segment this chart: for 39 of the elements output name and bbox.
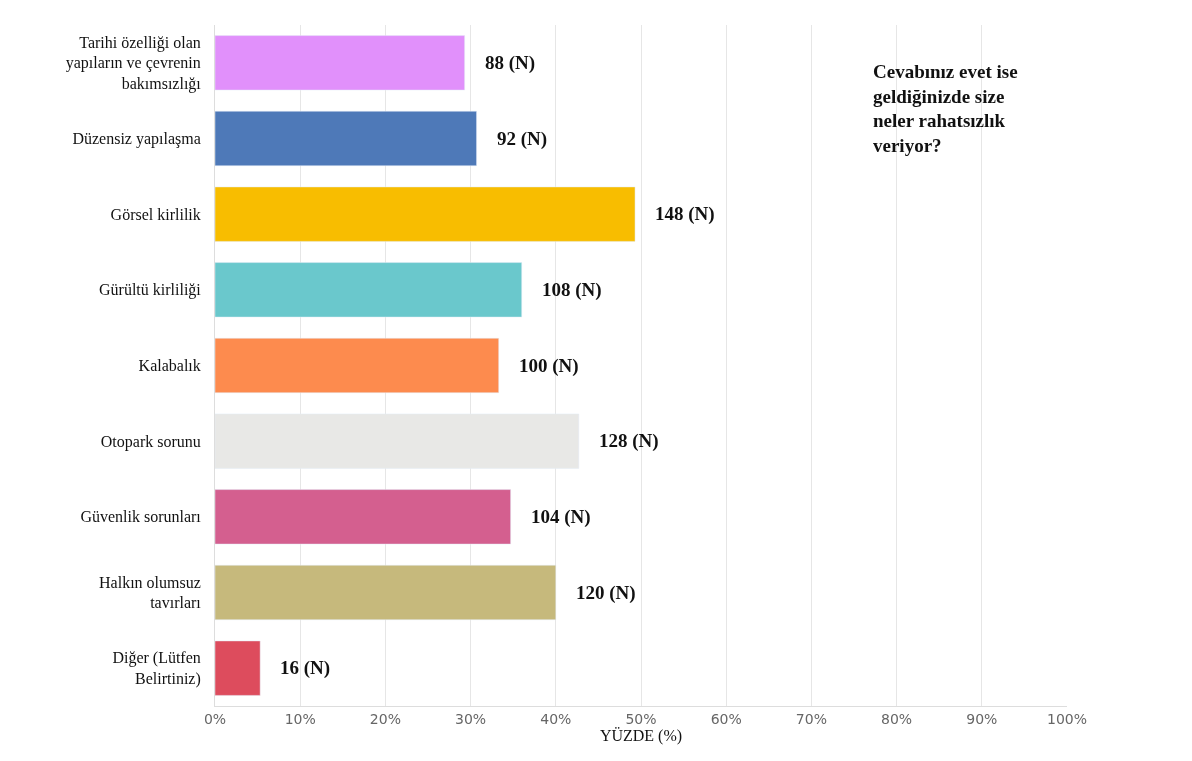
- x-tick-label: 100%: [1046, 710, 1088, 727]
- bar: [215, 565, 557, 620]
- annotation: 16 (N): [280, 657, 331, 679]
- y-tick-label: Kalabalık: [138, 357, 201, 375]
- y-tick-label: Halkın olumsuz tavırları: [99, 573, 202, 612]
- annotation: 100 (N): [519, 355, 579, 377]
- x-tick-label: 40%: [540, 710, 572, 727]
- y-tick-label: Düzensiz yapılaşma: [72, 130, 201, 149]
- bar: [215, 186, 636, 242]
- x-tick-label: 0%: [203, 710, 227, 727]
- bar: [215, 489, 511, 545]
- y-tick-label: Otopark sorunu: [100, 432, 201, 451]
- bar: [215, 262, 522, 318]
- x-tick-label: 80%: [881, 710, 913, 727]
- annotation: 92 (N): [497, 128, 548, 150]
- bar: [215, 338, 499, 393]
- x-tick-label: 70%: [795, 710, 827, 727]
- annotation: 104 (N): [531, 506, 591, 528]
- y-tick-label: Tarihi özelliği olan yapıların ve çevrenin bakımsızlığı: [65, 33, 202, 94]
- x-tick-label: 20%: [369, 710, 401, 727]
- x-tick-label: 60%: [710, 710, 742, 727]
- annotation: 108 (N): [542, 279, 602, 301]
- x-tick-label: 50%: [625, 710, 657, 727]
- annotation: 88 (N): [485, 52, 536, 74]
- bar: [215, 640, 261, 696]
- x-tick-label: 90%: [966, 710, 998, 727]
- y-tick-label: Görsel kirlilik: [110, 205, 201, 223]
- x-tick-label: 30%: [455, 710, 487, 727]
- annotation: 128 (N): [599, 430, 659, 452]
- text: Cevabınız evet ise geldiğinizde size neler rahatsızlık veriyor?: [873, 61, 1018, 157]
- annotation: 148 (N): [655, 203, 715, 225]
- y-tick-label: Gürültü kirliliği: [99, 281, 202, 300]
- annotation: 120 (N): [576, 582, 636, 604]
- y-tick-label: Güvenlik sorunları: [80, 508, 202, 526]
- x-axis-title: YÜZDE (%): [599, 726, 683, 745]
- x-tick-label: 10%: [284, 710, 316, 727]
- bar: [215, 111, 477, 166]
- y-tick-label: Diğer (Lütfen Belirtiniz): [112, 649, 201, 689]
- bar: [215, 35, 465, 91]
